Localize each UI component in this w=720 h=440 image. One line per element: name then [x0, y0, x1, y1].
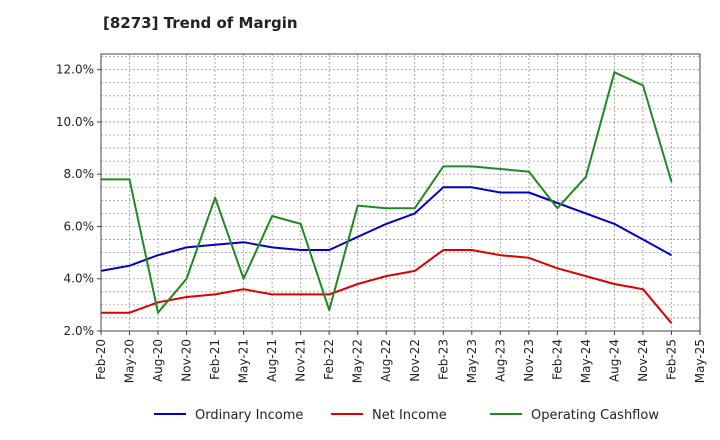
x-tick-label: Feb-21 [208, 339, 222, 380]
y-axis-ticks: 2.0% 4.0% 6.0% 8.0% 10.0% 12.0% [56, 63, 101, 338]
legend-label: Ordinary Income [195, 408, 303, 423]
series-line-ordinary-income [100, 186, 672, 272]
series-line-net-income [101, 249, 673, 324]
y-tick-label: 8.0% [64, 167, 95, 181]
y-tick-label: 6.0% [64, 219, 95, 233]
x-tick-label: Aug-23 [493, 339, 507, 382]
x-tick-label: May-22 [351, 339, 365, 383]
y-tick-label: 12.0% [56, 63, 94, 77]
x-tick-label: Aug-22 [379, 339, 393, 382]
x-tick-label: Nov-24 [636, 339, 650, 382]
x-tick-label: Feb-22 [322, 339, 336, 380]
x-tick-label: Nov-22 [408, 339, 422, 382]
grid [100, 54, 701, 332]
legend-label: Operating Cashflow [531, 408, 659, 423]
y-tick-label: 10.0% [56, 115, 94, 129]
series-lines [100, 71, 673, 324]
x-tick-label: Aug-20 [151, 339, 165, 382]
legend-label: Net Income [372, 408, 447, 423]
x-tick-label: May-23 [465, 339, 479, 383]
x-tick-label: Aug-24 [607, 339, 621, 382]
x-tick-label: Feb-25 [664, 339, 678, 380]
x-tick-label: Nov-23 [522, 339, 536, 382]
x-tick-label: Feb-24 [550, 339, 564, 380]
x-axis-ticks: Feb-20 May-20 Aug-20 Nov-20 Feb-21 May-21 Aug-… [94, 331, 707, 383]
x-tick-label: Feb-20 [94, 339, 108, 380]
chart-title: [8273] Trend of Margin [103, 14, 298, 32]
x-tick-label: May-24 [579, 339, 593, 383]
series-line-operating-cashflow [101, 71, 673, 314]
y-tick-label: 2.0% [64, 324, 95, 338]
x-tick-label: May-21 [237, 339, 251, 383]
x-tick-label: Nov-21 [294, 339, 308, 382]
x-tick-label: Aug-21 [265, 339, 279, 382]
x-tick-label: Feb-23 [436, 339, 450, 380]
y-tick-label: 4.0% [64, 272, 95, 286]
x-tick-label: Nov-20 [180, 339, 194, 382]
x-tick-label: May-25 [693, 339, 707, 383]
x-tick-label: May-20 [123, 339, 137, 383]
plot-frame [100, 53, 701, 332]
legend: Ordinary Income Net Income Operating Cashf… [154, 408, 659, 423]
